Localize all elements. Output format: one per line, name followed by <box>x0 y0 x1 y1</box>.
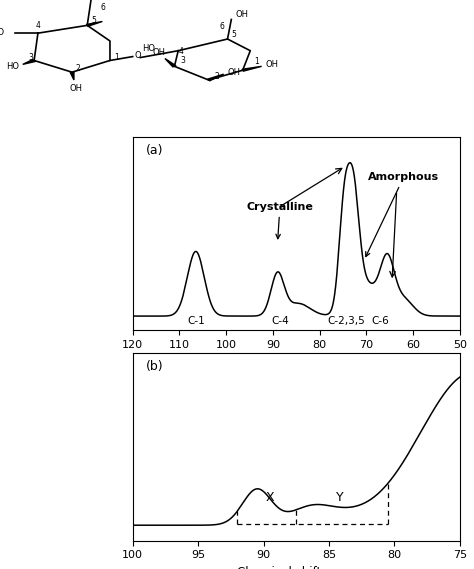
Text: 5: 5 <box>231 30 236 39</box>
Text: Y: Y <box>336 490 343 504</box>
Text: HO: HO <box>6 62 19 71</box>
X-axis label: Chemical shift, ppm: Chemical shift, ppm <box>237 566 356 569</box>
Text: 3: 3 <box>28 52 33 61</box>
Text: C-1: C-1 <box>187 316 205 326</box>
Text: C-2,3,5: C-2,3,5 <box>328 316 365 326</box>
X-axis label: Chemical shift, ppm: Chemical shift, ppm <box>237 355 356 368</box>
Text: 1: 1 <box>254 57 259 67</box>
Text: 4: 4 <box>178 47 183 56</box>
Text: 1: 1 <box>114 52 118 61</box>
Text: MeO: MeO <box>0 28 4 36</box>
Text: 3: 3 <box>180 56 185 65</box>
Text: OH: OH <box>69 84 82 93</box>
Polygon shape <box>86 22 102 26</box>
Text: 6: 6 <box>220 22 225 31</box>
Text: OH: OH <box>228 68 240 77</box>
Text: 5: 5 <box>91 17 96 26</box>
Text: 4: 4 <box>36 21 41 30</box>
Text: O: O <box>135 51 141 60</box>
Text: 2: 2 <box>76 64 81 73</box>
Text: X: X <box>266 490 274 504</box>
Text: 6: 6 <box>100 3 105 12</box>
Text: (a): (a) <box>146 145 164 157</box>
Text: Amorphous: Amorphous <box>366 172 439 257</box>
Polygon shape <box>70 72 74 80</box>
Text: 2: 2 <box>214 72 219 81</box>
Polygon shape <box>23 60 36 64</box>
Polygon shape <box>208 74 224 81</box>
Text: C-6: C-6 <box>372 316 389 326</box>
Text: OH: OH <box>235 10 248 19</box>
Text: Crystalline: Crystalline <box>246 202 313 239</box>
Polygon shape <box>242 67 262 71</box>
Text: OH: OH <box>153 48 166 56</box>
Text: OH: OH <box>265 60 278 69</box>
Polygon shape <box>165 59 176 67</box>
Text: (b): (b) <box>146 360 164 373</box>
Text: C-4: C-4 <box>271 316 289 326</box>
Text: HO: HO <box>143 44 155 53</box>
